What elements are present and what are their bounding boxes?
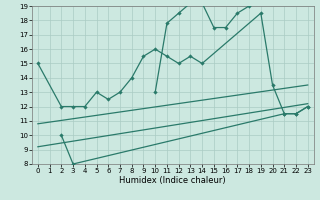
X-axis label: Humidex (Indice chaleur): Humidex (Indice chaleur) [119, 176, 226, 185]
